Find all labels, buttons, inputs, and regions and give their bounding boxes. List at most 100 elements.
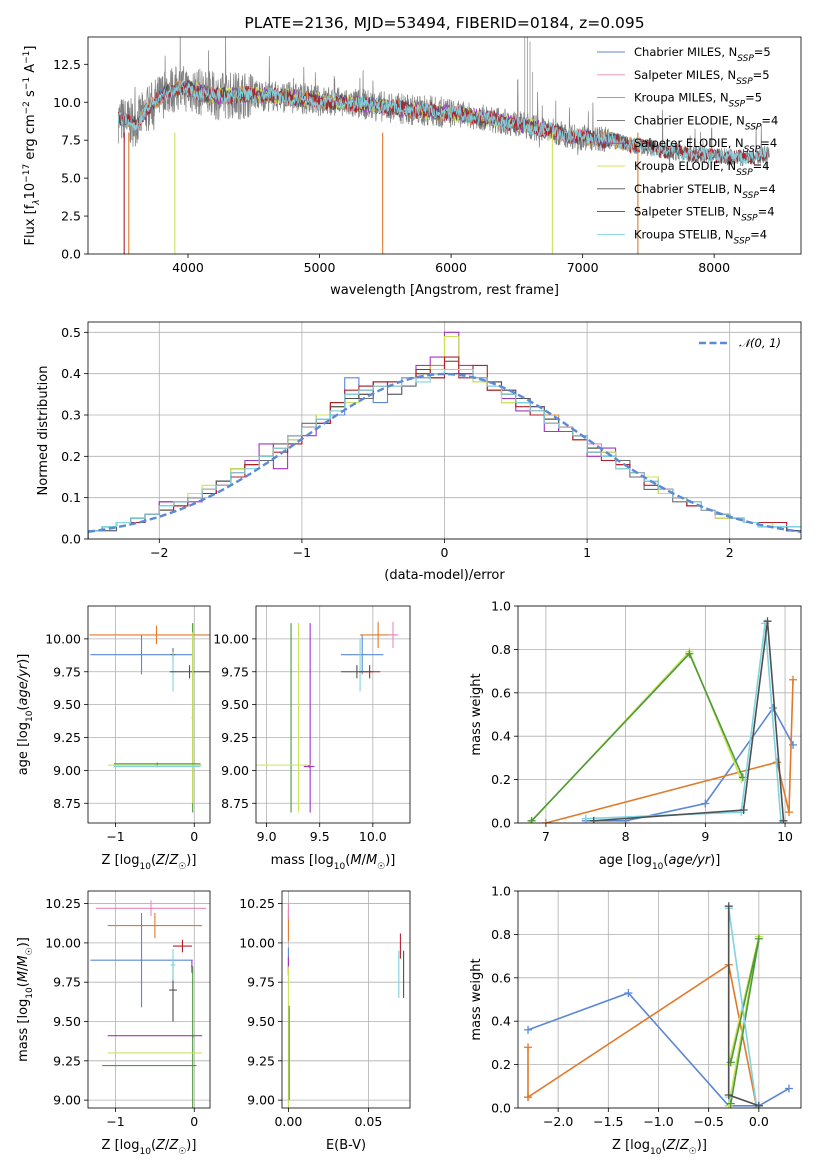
error-bar-point	[340, 634, 384, 675]
y-tick-label: 9.25	[221, 730, 249, 745]
x-axis-label: Z [log10(Z/Z☉)]	[612, 1138, 707, 1157]
y-tick-label: 0.0	[491, 816, 511, 831]
ticks: 0.00 0.05 9.00 9.25 9.50 9.75 10.00 10.25	[239, 896, 382, 1129]
y-tick-label: 10.00	[213, 631, 249, 646]
x-tick-label: 7	[542, 829, 550, 844]
weight-marker	[541, 819, 550, 823]
y-tick-label: 9.00	[53, 763, 81, 778]
y-tick-label: 9.50	[53, 697, 81, 712]
normal-curve	[88, 372, 801, 533]
weight-marker	[784, 1084, 793, 1093]
x-tick-label: 6000	[435, 260, 467, 275]
error-bar-point	[170, 949, 176, 981]
x-tick-label: 0.0	[749, 1114, 769, 1129]
y-tick-label: 10.0	[53, 95, 81, 110]
y-tick-label: 0.5	[61, 325, 81, 340]
x-tick-label: −1	[293, 545, 311, 560]
y-tick-label: 10.00	[45, 935, 81, 950]
y-tick-label: 0.2	[61, 449, 81, 464]
x-tick-label: 9.0	[257, 829, 277, 844]
axes-frame	[87, 890, 211, 1109]
residuals-histogram-panel: −2 −1 0 1 2 0.0 0.1 0.2 0.3 0.4 0.5 (data-model)/er…	[36, 321, 802, 583]
age-vs-mass-panel: 9.0 9.5 10.0 8.75 9.00 9.25 9.50 9.75 10.00 mass …	[213, 605, 411, 872]
plot-area	[256, 621, 399, 813]
error-bar-point	[90, 913, 193, 1008]
y-tick-label: 9.00	[247, 1093, 275, 1108]
x-tick-label: −2.0	[543, 1114, 573, 1129]
weight-marker	[624, 988, 633, 997]
axes-frame	[517, 890, 802, 1109]
y-tick-label: 9.50	[221, 697, 249, 712]
x-axis-label: mass [log10(M/M☉)]	[271, 853, 396, 872]
x-tick-label: 8000	[698, 260, 730, 275]
y-tick-label: 5.0	[61, 171, 81, 186]
ticks: 7 8 9 10 0.0 0.2 0.4 0.6 0.8 1.0	[491, 599, 793, 845]
plot-area	[89, 623, 210, 813]
axes-frame	[255, 605, 411, 824]
ticks: −1 0 9.00 9.25 9.50 9.75 10.00 10.25	[45, 896, 198, 1129]
y-tick-label: 9.75	[247, 975, 275, 990]
x-axis-label: Z [log10(Z/Z☉)]	[102, 1138, 197, 1157]
y-tick-label: 8.75	[53, 796, 81, 811]
mass-vs-metallicity-panel: −1 0 9.00 9.25 9.50 9.75 10.00 10.25 Z [log10(Z/…	[16, 890, 211, 1157]
error-bar-point	[303, 765, 315, 768]
y-tick-label: 9.25	[53, 1053, 81, 1068]
x-tick-label: 8	[622, 829, 630, 844]
weight-marker	[724, 1090, 733, 1099]
error-bar-point	[191, 966, 194, 1108]
y-tick-label: 10.25	[45, 896, 81, 911]
ticks: −1 0 8.75 9.00 9.25 9.50 9.75 10.00	[45, 631, 198, 844]
weight-marker	[724, 902, 733, 911]
weight-marker	[754, 1101, 763, 1108]
age-vs-metallicity-panel: −1 0 8.75 9.00 9.25 9.50 9.75 10.00 Z [log10(Z/Z…	[16, 605, 211, 872]
error-bar-point	[90, 634, 193, 675]
y-tick-label: 0.8	[491, 927, 511, 942]
legend-entry: Chabrier STELIB, NSSP=4	[634, 182, 776, 201]
weight-vs-metallicity-panel: −2.0 −1.5 −1.0 −0.5 0.0 0.0 0.2 0.4 0.6 0.8 1.0 Z […	[469, 884, 802, 1157]
y-tick-label: 0.3	[61, 408, 81, 423]
x-tick-label: 0.00	[274, 1114, 302, 1129]
x-tick-label: −1	[106, 1114, 124, 1129]
x-tick-label: 9	[701, 829, 709, 844]
x-tick-label: 0	[190, 1114, 198, 1129]
error-bar-point	[107, 913, 203, 939]
x-axis-label: E(B-V)	[326, 1138, 366, 1153]
x-tick-label: 10.0	[359, 829, 387, 844]
x-tick-label: 2	[726, 545, 734, 560]
x-tick-label: 0.05	[354, 1114, 382, 1129]
y-tick-label: 12.5	[53, 57, 81, 72]
plot-area	[287, 903, 405, 1108]
legend-entry: Kroupa STELIB, NSSP=4	[634, 227, 767, 246]
ticks: −2.0 −1.5 −1.0 −0.5 0.0 0.0 0.2 0.4 0.6 0.8 1.0	[491, 884, 769, 1130]
y-tick-label: 0.4	[491, 729, 511, 744]
ticks: 4000 5000 6000 7000 8000 0.0 2.5 5.0 7.5 10.0 12.5	[53, 57, 730, 275]
weight-line-kroupa-stelib	[585, 623, 782, 823]
y-tick-label: 9.00	[53, 1093, 81, 1108]
x-tick-label: −1.0	[643, 1114, 673, 1129]
x-tick-label: −1.5	[593, 1114, 623, 1129]
error-bar-point	[113, 765, 201, 768]
y-tick-label: 0.1	[61, 490, 81, 505]
weight-marker	[763, 617, 772, 626]
weight-marker	[754, 934, 763, 943]
y-tick-label: 9.50	[53, 1014, 81, 1029]
weight-marker	[779, 816, 788, 823]
y-tick-label: 0.6	[491, 685, 511, 700]
legend-entry: Salpeter MILES, NSSP=5	[634, 68, 770, 87]
weight-marker	[789, 675, 798, 684]
y-tick-label: 7.5	[61, 133, 81, 148]
weight-marker	[581, 814, 590, 823]
grid-lines	[88, 891, 210, 1108]
x-tick-label: 0	[441, 545, 449, 560]
error-bar-point	[256, 763, 312, 767]
y-tick-label: 0.0	[61, 247, 81, 262]
y-tick-label: 1.0	[491, 884, 511, 899]
error-bar-point	[387, 621, 399, 649]
y-tick-label: 0.0	[61, 532, 81, 547]
weight-marker	[524, 1025, 533, 1034]
mass-vs-ebv-panel: 0.00 0.05 9.00 9.25 9.50 9.75 10.00 10.25 E(B-V)	[239, 890, 411, 1153]
weight-marker	[589, 816, 598, 823]
weight-marker	[726, 1099, 735, 1108]
x-axis-label: age [log10(age/yr)]	[599, 853, 721, 872]
error-bar-point	[113, 762, 201, 766]
